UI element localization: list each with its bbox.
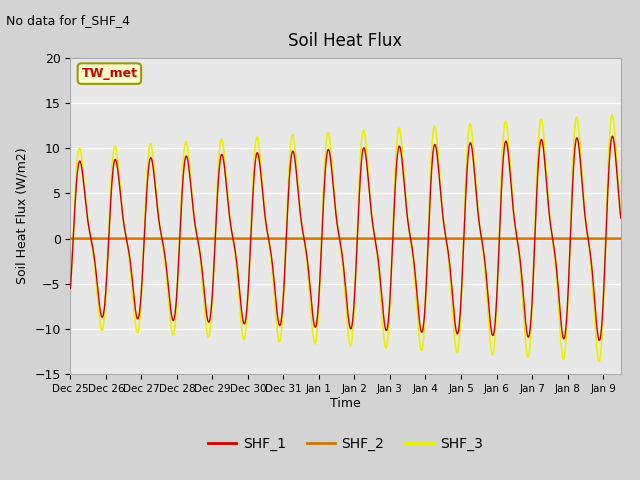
Legend: SHF_1, SHF_2, SHF_3: SHF_1, SHF_2, SHF_3 bbox=[203, 431, 488, 456]
Text: TW_met: TW_met bbox=[81, 67, 138, 80]
Title: Soil Heat Flux: Soil Heat Flux bbox=[289, 33, 403, 50]
Text: No data for f_SHF_4: No data for f_SHF_4 bbox=[6, 14, 131, 27]
X-axis label: Time: Time bbox=[330, 397, 361, 410]
Y-axis label: Soil Heat Flux (W/m2): Soil Heat Flux (W/m2) bbox=[16, 148, 29, 284]
